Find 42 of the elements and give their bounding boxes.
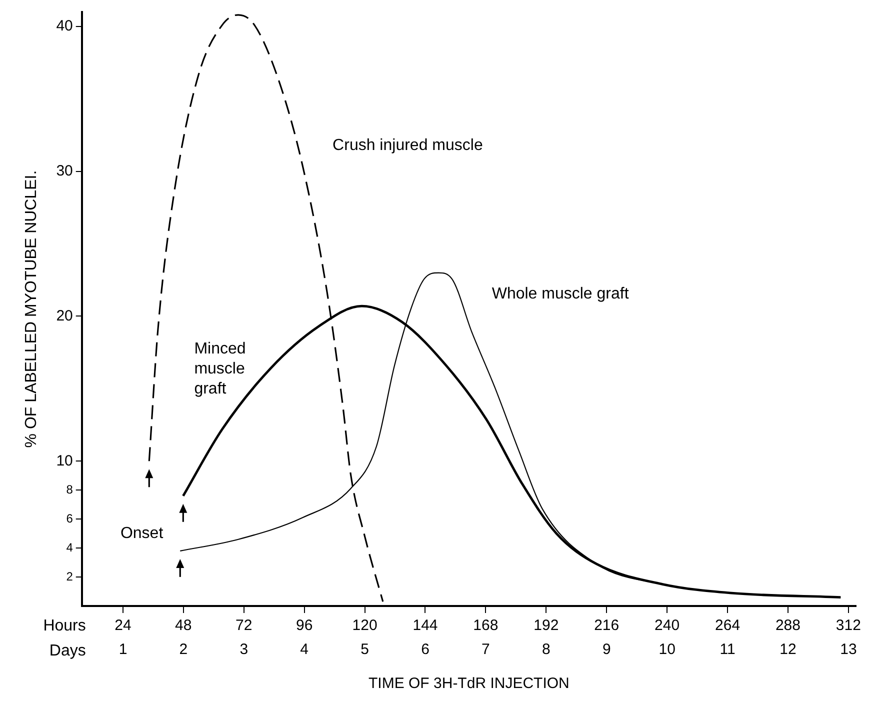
x-tick-label: 240 <box>654 617 680 634</box>
y-axis-title: % OF LABELLED MYOTUBE NUCLEI. <box>23 170 40 448</box>
x2-tick-label: 5 <box>360 641 369 658</box>
x-tick-label: 192 <box>534 617 559 634</box>
y-tick-label: 20 <box>56 307 73 324</box>
x-tick-label: 288 <box>775 617 800 634</box>
x2-tick-label: 13 <box>840 641 857 658</box>
y-tick-label: 6 <box>66 511 74 526</box>
annotation: Onset <box>120 524 164 542</box>
y-tick-label: 8 <box>66 482 74 496</box>
x-tick-label: 72 <box>236 617 252 634</box>
x-tick-label: 168 <box>473 617 498 634</box>
x2-tick-label: 2 <box>179 641 188 658</box>
x2-tick-label: 10 <box>658 641 676 658</box>
text: Hours <box>43 617 86 634</box>
x2-tick-label: 11 <box>720 641 736 658</box>
x-tick-label: 24 <box>114 617 132 634</box>
x2-tick-label: 3 <box>240 641 248 658</box>
series-label: Crush injured muscle <box>332 136 483 154</box>
y-tick-label: 40 <box>56 18 73 35</box>
x-axis-title: TIME OF 3H-TdR INJECTION <box>368 675 570 692</box>
x-tick-label: 96 <box>296 617 313 634</box>
x-tick-label: 216 <box>594 617 620 634</box>
x-tick-label: 264 <box>715 617 740 634</box>
x2-tick-label: 12 <box>780 641 796 658</box>
series-label: Minced muscle graft <box>194 340 246 398</box>
x-tick-label: 48 <box>175 617 192 634</box>
x-tick-label: 120 <box>352 617 378 634</box>
x2-tick-label: 9 <box>602 641 611 658</box>
x2-tick-label: 4 <box>300 641 309 658</box>
series-label: Whole muscle graft <box>492 286 630 303</box>
x2-tick-label: 7 <box>482 641 490 658</box>
y-tick-label: 10 <box>56 452 73 470</box>
x2-tick-label: 8 <box>542 641 550 658</box>
x-tick-label: 144 <box>412 617 438 634</box>
x-tick-label: 312 <box>836 617 861 634</box>
y-tick-label: 4 <box>66 540 74 554</box>
y-tick-label: 2 <box>66 569 74 584</box>
x2-tick-label: 1 <box>118 641 128 658</box>
y-tick-label: 30 <box>56 162 73 180</box>
text: Days <box>49 642 86 660</box>
x2-tick-label: 6 <box>421 641 430 658</box>
